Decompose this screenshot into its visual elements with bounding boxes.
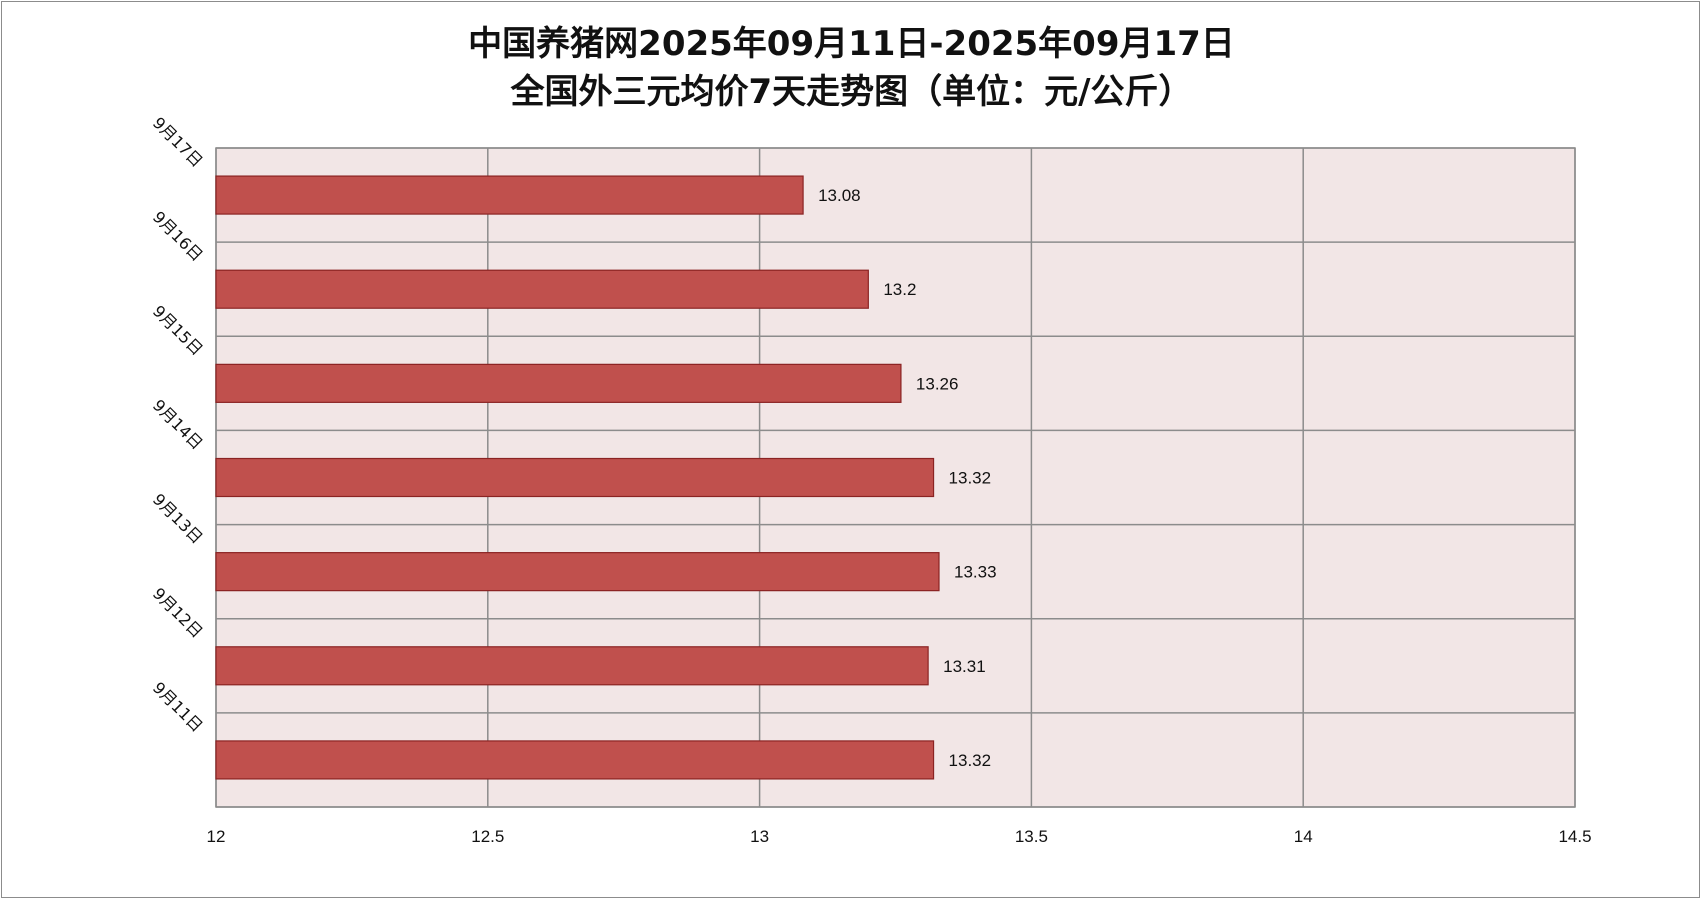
bar bbox=[215, 363, 902, 403]
category-label: 9月13日 bbox=[149, 490, 207, 548]
bar bbox=[215, 269, 869, 309]
data-label: 13.32 bbox=[949, 751, 992, 770]
x-tick-label: 12 bbox=[207, 827, 226, 846]
data-label: 13.32 bbox=[949, 469, 992, 488]
x-tick-label: 12.5 bbox=[471, 827, 504, 846]
x-tick-label: 13 bbox=[750, 827, 769, 846]
bar bbox=[215, 740, 935, 780]
category-axis: 9月17日 9月16日 9月15日 9月14日 9月13日 9月12日 9月11日 bbox=[149, 113, 207, 736]
x-tick-label: 14 bbox=[1294, 827, 1313, 846]
category-label: 9月15日 bbox=[149, 302, 207, 360]
data-labels: 13.08 13.2 13.26 13.32 13.33 13.31 13.32 bbox=[818, 186, 996, 770]
data-label: 13.33 bbox=[954, 563, 997, 582]
bar bbox=[215, 175, 804, 215]
bars bbox=[215, 175, 940, 780]
bar bbox=[215, 457, 935, 498]
chart-title: 中国养猪网2025年09月11日-2025年09月17日 全国外三元均价7天走势… bbox=[0, 20, 1703, 116]
data-label: 13.2 bbox=[883, 280, 916, 299]
bar bbox=[215, 646, 929, 686]
value-axis: 12 12.5 13 13.5 14 14.5 bbox=[207, 827, 1592, 846]
category-label: 9月16日 bbox=[149, 207, 207, 265]
category-label: 9月14日 bbox=[149, 396, 207, 454]
data-label: 13.31 bbox=[943, 657, 986, 676]
bar bbox=[215, 552, 940, 592]
category-label: 9月11日 bbox=[149, 678, 207, 736]
category-label: 9月17日 bbox=[149, 113, 207, 171]
data-label: 13.08 bbox=[818, 186, 861, 205]
grid-lines bbox=[215, 147, 1576, 808]
chart-title-line-2: 全国外三元均价7天走势图（单位：元/公斤） bbox=[510, 72, 1193, 112]
chart-title-line-1: 中国养猪网2025年09月11日-2025年09月17日 bbox=[468, 24, 1235, 64]
category-label: 9月12日 bbox=[149, 584, 207, 642]
x-tick-label: 14.5 bbox=[1558, 827, 1591, 846]
x-tick-label: 13.5 bbox=[1015, 827, 1048, 846]
data-label: 13.26 bbox=[916, 374, 959, 393]
